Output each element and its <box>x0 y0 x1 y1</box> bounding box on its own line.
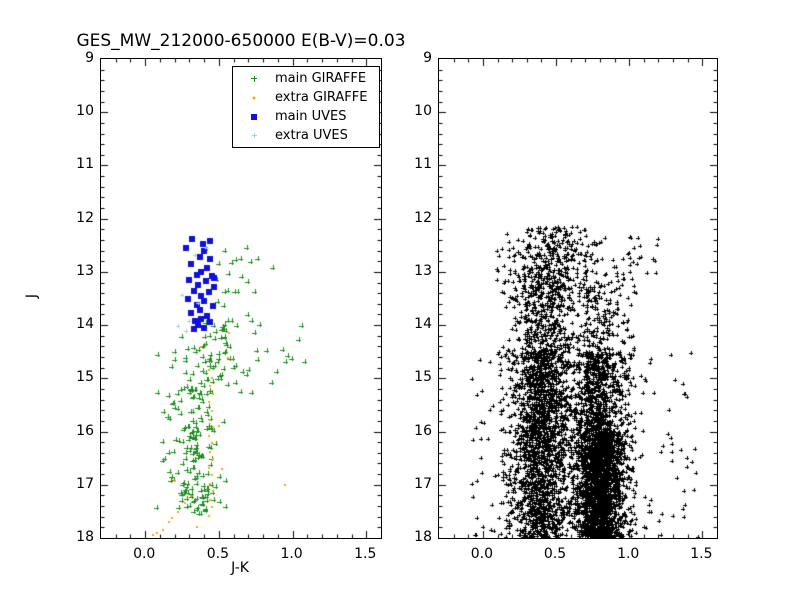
legend-label: main UVES <box>275 109 347 124</box>
right-plot-area <box>438 58 718 539</box>
y-tick-label: 10 <box>414 103 432 120</box>
legend-label: extra UVES <box>275 128 348 143</box>
legend-marker-plus-cyan-icon <box>249 130 260 141</box>
y-tick-label: 14 <box>76 316 94 333</box>
legend-box: main GIRAFFE extra GIRAFFE main UVES ext… <box>232 66 380 148</box>
legend-item-main-giraffe: main GIRAFFE <box>233 69 379 88</box>
y-tick-label: 16 <box>76 422 94 439</box>
legend-item-main-uves: main UVES <box>233 107 379 126</box>
y-tick-label: 18 <box>414 529 432 545</box>
y-tick-label: 15 <box>414 369 432 386</box>
y-tick-label: 15 <box>76 369 94 386</box>
y-tick-label: 17 <box>414 475 432 492</box>
y-tick-label: 18 <box>76 529 94 545</box>
right-plot-canvas <box>439 59 717 538</box>
x-tick-label: 1.5 <box>354 546 377 562</box>
x-tick-label: 1.0 <box>280 546 303 562</box>
y-tick-label: 14 <box>414 316 432 333</box>
y-tick-label: 13 <box>76 262 94 279</box>
y-tick-label: 9 <box>423 50 432 66</box>
x-tick-label: 0.0 <box>133 546 156 562</box>
legend-item-extra-uves: extra UVES <box>233 126 379 145</box>
x-tick-label: 1.0 <box>617 546 640 562</box>
y-tick-label: 12 <box>76 209 94 226</box>
legend-marker-dot-orange-icon <box>249 92 260 103</box>
legend-marker-square-blue-icon <box>249 111 260 122</box>
legend-item-extra-giraffe: extra GIRAFFE <box>233 88 379 107</box>
y-tick-label: 11 <box>76 156 94 173</box>
y-tick-label: 16 <box>414 422 432 439</box>
y-tick-label: 17 <box>76 475 94 492</box>
legend-label: main GIRAFFE <box>275 71 367 86</box>
y-tick-label: 9 <box>85 50 94 66</box>
y-tick-label: 12 <box>414 209 432 226</box>
y-tick-label: 13 <box>414 262 432 279</box>
legend-marker-plus-green-icon <box>249 73 260 84</box>
x-tick-label: 1.5 <box>690 546 713 562</box>
x-tick-label: 0.5 <box>543 546 567 562</box>
y-tick-label: 11 <box>414 156 432 173</box>
x-tick-label: 0.5 <box>206 546 230 562</box>
chart-title: GES_MW_212000-650000 E(B-V)=0.03 <box>76 31 406 51</box>
x-tick-label: 0.0 <box>470 546 494 562</box>
legend-label: extra GIRAFFE <box>275 90 368 105</box>
y-axis-label: J <box>24 293 40 299</box>
y-tick-label: 10 <box>76 103 94 120</box>
x-axis-label: J-K <box>231 560 249 576</box>
